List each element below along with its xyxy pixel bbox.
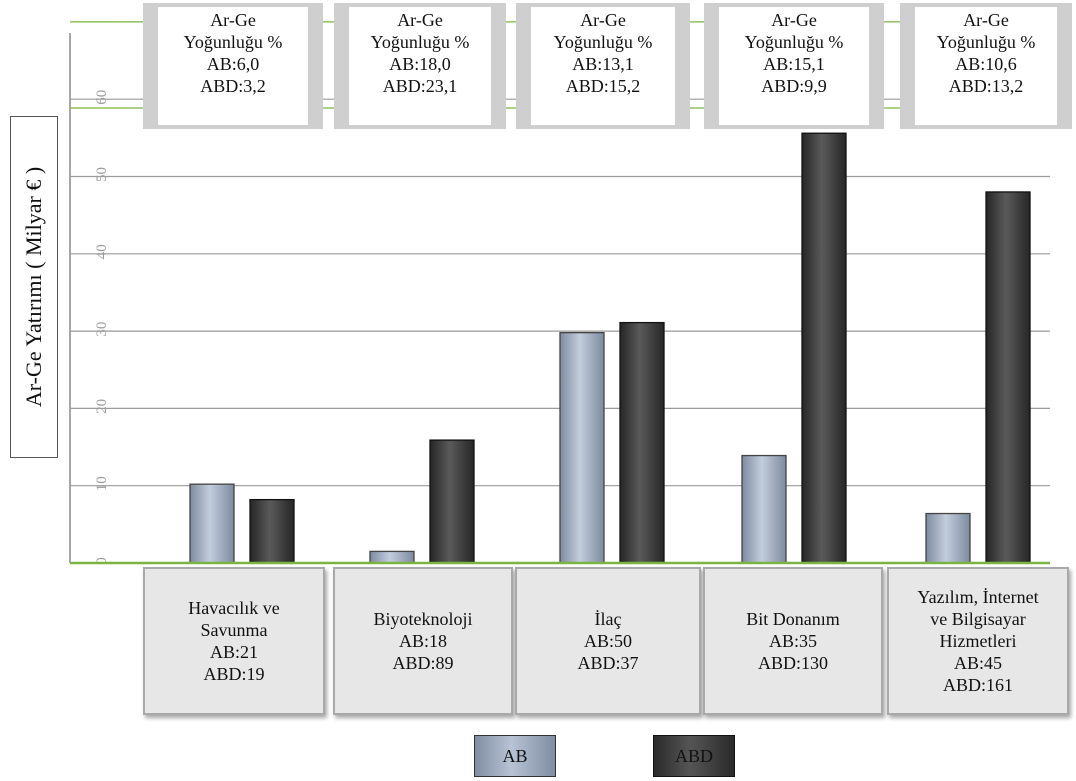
category-label-line: AB:45	[953, 653, 1002, 673]
intensity-box: Ar-Ge Yoğunluğu % AB:13,1 ABD:15,2	[516, 3, 690, 129]
category-label-line: AB:21	[209, 642, 258, 662]
category-label-line: Havacılık ve	[188, 598, 280, 618]
intensity-box: Ar-Ge Yoğunluğu % AB:15,1 ABD:9,9	[704, 3, 884, 129]
intensity-box: Ar-Ge Yoğunluğu % AB:10,6 ABD:13,2	[900, 3, 1072, 129]
category-label-line: AB:18	[398, 631, 447, 651]
category-label-line: ABD:161	[942, 675, 1013, 695]
bar-ab-0	[189, 483, 235, 564]
intensity-line: Ar-Ge	[397, 10, 443, 30]
category-label-line: Yazılım, İnternet	[917, 587, 1039, 607]
intensity-line: AB:13,1	[572, 54, 634, 74]
y-tick-label: 10	[94, 476, 110, 491]
category-label-line: AB:35	[768, 631, 817, 651]
y-tick-label: 30	[94, 322, 110, 337]
intensity-line: Ar-Ge	[580, 10, 626, 30]
bar-ab-1	[369, 550, 415, 564]
category-label-line: Savunma	[200, 620, 268, 640]
intensity-box: Ar-Ge Yoğunluğu % AB:18,0 ABD:23,1	[334, 3, 506, 129]
intensity-line: AB:6,0	[206, 54, 260, 74]
intensity-line: ABD:13,2	[948, 76, 1024, 96]
category-box: Biyoteknoloji AB:18 ABD:89	[333, 567, 513, 715]
y-axis-label: Ar-Ge Yatırımı ( Milyar € )	[21, 166, 46, 408]
intensity-line: Yoğunluğu %	[553, 32, 653, 52]
bar-abd-0	[249, 498, 295, 564]
category-box: Bit Donanım AB:35 ABD:130	[703, 567, 883, 715]
category-label-line: Biyoteknoloji	[373, 609, 473, 629]
y-tick-label: 50	[94, 167, 110, 182]
category-label-line: ABD:37	[577, 653, 639, 673]
y-tick-label: 20	[94, 399, 110, 414]
y-tick-label: 0	[94, 557, 110, 565]
bar-ab-3	[741, 454, 787, 564]
intensity-line: AB:10,6	[955, 54, 1017, 74]
category-label-line: ve Bilgisayar	[930, 609, 1026, 629]
category-box: Yazılım, İnternet ve Bilgisayar Hizmetleri…	[887, 567, 1069, 715]
intensity-line: Yoğunluğu %	[370, 32, 470, 52]
bar-abd-2	[619, 321, 665, 564]
intensity-line: Ar-Ge	[963, 10, 1009, 30]
intensity-line: Ar-Ge	[210, 10, 256, 30]
intensity-line: AB:18,0	[389, 54, 451, 74]
intensity-line: ABD:3,2	[200, 76, 266, 96]
y-tick-label: 40	[94, 244, 110, 259]
intensity-line: ABD:15,2	[565, 76, 641, 96]
intensity-line: Yoğunluğu %	[183, 32, 283, 52]
intensity-line: ABD:9,9	[761, 76, 827, 96]
bar-ab-4	[925, 512, 971, 564]
category-label-line: ABD:19	[203, 664, 265, 684]
category-label-line: AB:50	[583, 631, 632, 651]
intensity-line: Ar-Ge	[771, 10, 817, 30]
legend-item-ab: AB	[474, 735, 556, 777]
bar-abd-3	[801, 132, 847, 564]
intensity-line: Yoğunluğu %	[936, 32, 1036, 52]
legend-label-abd: ABD	[674, 745, 713, 766]
intensity-box: Ar-Ge Yoğunluğu % AB:6,0 ABD:3,2	[143, 3, 323, 129]
y-axis-label-box: Ar-Ge Yatırımı ( Milyar € )	[10, 116, 58, 458]
category-label-line: ABD:89	[392, 653, 454, 673]
intensity-line: AB:15,1	[763, 54, 825, 74]
intensity-line: Yoğunluğu %	[744, 32, 844, 52]
bar-abd-1	[429, 439, 475, 564]
legend-label-ab: AB	[502, 745, 528, 766]
category-box: Havacılık ve Savunma AB:21 ABD:19	[143, 567, 325, 715]
category-label-line: ABD:130	[757, 653, 828, 673]
legend-item-abd: ABD	[653, 735, 735, 777]
category-label-line: Bit Donanım	[746, 609, 840, 629]
bar-abd-4	[985, 191, 1031, 564]
intensity-line: ABD:23,1	[382, 76, 458, 96]
y-tick-label: 60	[94, 90, 110, 105]
category-box: İlaç AB:50 ABD:37	[515, 567, 701, 715]
bar-ab-2	[559, 331, 605, 564]
category-label-line: Hizmetleri	[939, 631, 1017, 651]
category-label-line: İlaç	[594, 609, 622, 629]
